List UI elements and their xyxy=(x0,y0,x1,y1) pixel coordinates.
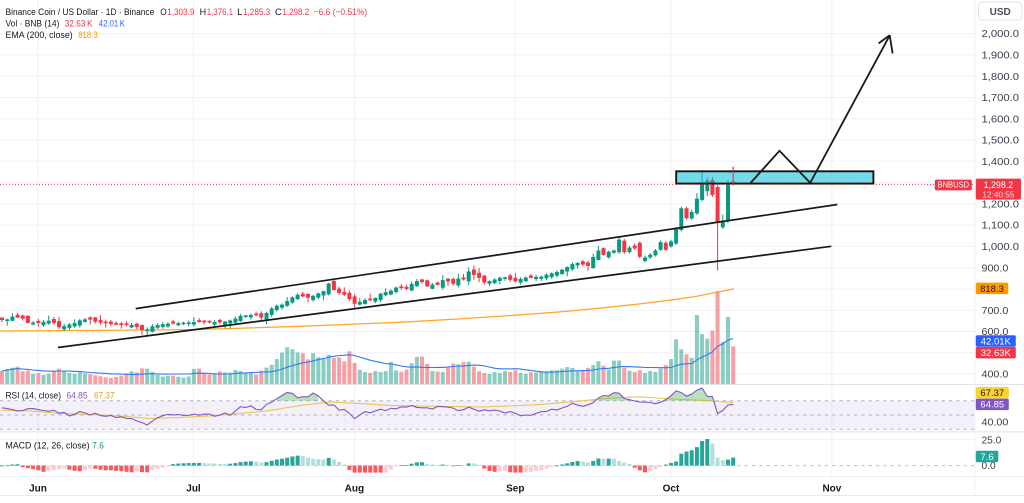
svg-text:40.00: 40.00 xyxy=(982,418,1009,429)
svg-text:1,200.0: 1,200.0 xyxy=(982,199,1020,210)
svg-text:Binance Coin / US Dollar · 1D: Binance Coin / US Dollar · 1D · Binance xyxy=(6,7,155,18)
svg-text:64.85: 64.85 xyxy=(980,400,1004,411)
svg-text:67.37: 67.37 xyxy=(94,391,115,402)
svg-text:1,800.0: 1,800.0 xyxy=(982,72,1020,83)
svg-text:818.3: 818.3 xyxy=(78,30,98,41)
svg-text:Jul: Jul xyxy=(186,484,201,495)
svg-text:400.0: 400.0 xyxy=(982,370,1009,381)
svg-text:67.37: 67.37 xyxy=(980,388,1004,399)
svg-text:64.85: 64.85 xyxy=(67,391,88,402)
svg-text:1,000.0: 1,000.0 xyxy=(982,242,1020,253)
svg-text:600.0: 600.0 xyxy=(982,327,1009,338)
svg-text:1,500.0: 1,500.0 xyxy=(982,136,1020,147)
svg-text:0.0: 0.0 xyxy=(982,461,996,472)
svg-text:1,298.2: 1,298.2 xyxy=(282,7,309,18)
svg-text:42.01 K: 42.01 K xyxy=(99,19,126,30)
svg-text:7.6: 7.6 xyxy=(980,452,993,463)
svg-text:Nov: Nov xyxy=(822,484,841,495)
svg-text:2,000.0: 2,000.0 xyxy=(982,29,1020,40)
svg-text:BNBUSD: BNBUSD xyxy=(938,180,970,190)
svg-text:1,100.0: 1,100.0 xyxy=(982,221,1020,232)
svg-text:RSI (14, close): RSI (14, close) xyxy=(6,391,62,402)
svg-text:USD: USD xyxy=(990,7,1011,18)
svg-text:1,600.0: 1,600.0 xyxy=(982,114,1020,125)
svg-text:42.01K: 42.01K xyxy=(981,336,1012,347)
svg-text:12:40:55: 12:40:55 xyxy=(982,189,1014,199)
svg-text:1,303.9: 1,303.9 xyxy=(167,7,194,18)
svg-text:O: O xyxy=(160,7,167,18)
svg-text:1,700.0: 1,700.0 xyxy=(982,93,1020,104)
svg-text:700.0: 700.0 xyxy=(982,306,1009,317)
svg-text:32.63K: 32.63K xyxy=(981,348,1012,359)
svg-text:Sep: Sep xyxy=(506,484,524,495)
svg-text:1,376.1: 1,376.1 xyxy=(207,7,233,18)
svg-text:1,285.3: 1,285.3 xyxy=(243,7,270,18)
svg-text:Vol · BNB (14): Vol · BNB (14) xyxy=(6,19,60,30)
svg-text:1,298.2: 1,298.2 xyxy=(984,180,1014,190)
svg-text:C: C xyxy=(275,7,282,18)
svg-text:1,900.0: 1,900.0 xyxy=(982,51,1020,62)
svg-text:H: H xyxy=(200,7,207,18)
svg-text:Jun: Jun xyxy=(29,484,47,495)
svg-text:Oct: Oct xyxy=(663,484,680,495)
svg-text:L: L xyxy=(237,7,243,18)
svg-text:25.0: 25.0 xyxy=(982,435,1002,446)
svg-text:1,400.0: 1,400.0 xyxy=(982,157,1020,168)
svg-text:MACD (12, 26, close): MACD (12, 26, close) xyxy=(6,440,90,451)
svg-text:7.6: 7.6 xyxy=(92,440,104,451)
svg-text:EMA (200, close): EMA (200, close) xyxy=(6,30,73,41)
svg-text:818.3: 818.3 xyxy=(980,284,1004,295)
svg-text:−6.6 (−0.51%): −6.6 (−0.51%) xyxy=(314,7,368,18)
svg-text:900.0: 900.0 xyxy=(982,263,1009,274)
svg-text:Aug: Aug xyxy=(345,484,364,495)
svg-text:32.63 K: 32.63 K xyxy=(65,19,93,30)
